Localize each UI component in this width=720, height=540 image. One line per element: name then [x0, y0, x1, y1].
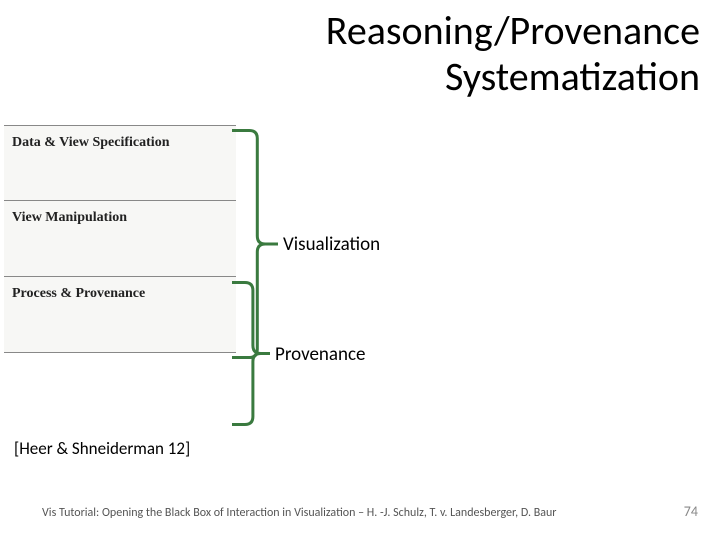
row-head: Data & View Specification: [12, 135, 169, 150]
row-head: Process & Provenance: [12, 286, 145, 301]
table-row: View Manipulation: [4, 201, 236, 277]
bracket-provenance: [232, 281, 270, 426]
slide-title: Reasoning/Provenance Systematization: [326, 8, 700, 100]
row-head: View Manipulation: [12, 210, 127, 225]
table-row: Data & View Specification: [4, 125, 236, 201]
label-visualization: Visualization: [283, 233, 380, 256]
title-line-1: Reasoning/Provenance: [326, 6, 700, 55]
slide: Reasoning/Provenance Systematization Dat…: [0, 0, 720, 540]
category-table: Data & View Specification View Manipulat…: [4, 125, 236, 353]
table-row: Process & Provenance: [4, 277, 236, 353]
page-number: 74: [684, 503, 698, 520]
label-provenance: Provenance: [275, 343, 365, 366]
title-line-2: Systematization: [445, 52, 700, 101]
footer-text: Vis Tutorial: Opening the Black Box of I…: [42, 506, 556, 520]
citation: [Heer & Shneiderman 12]: [14, 438, 190, 459]
